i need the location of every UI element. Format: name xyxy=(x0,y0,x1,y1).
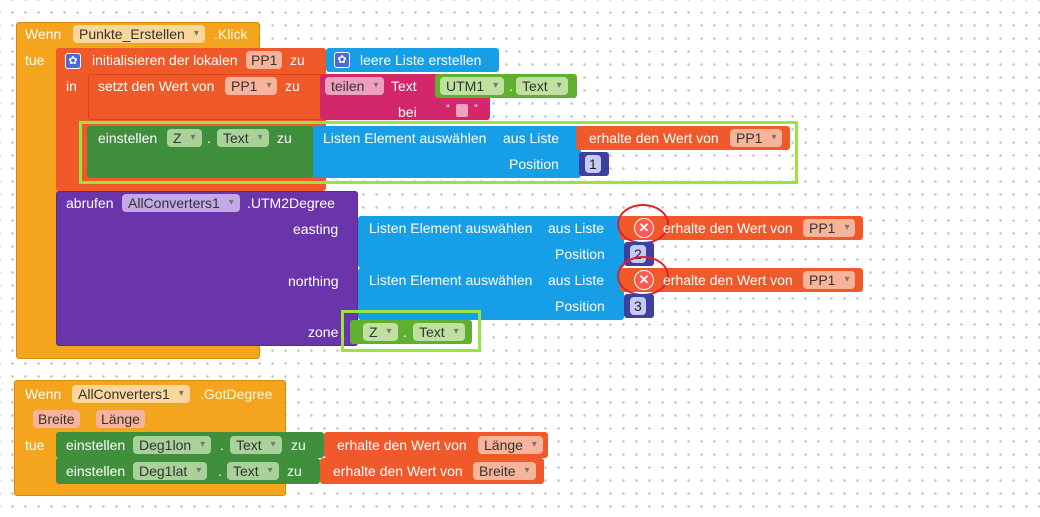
do-label: tue xyxy=(25,52,45,68)
event-name-label: .Klick xyxy=(214,26,248,42)
select-list-item-label: Listen Element auswählen xyxy=(369,220,533,236)
call-utm2degree-block[interactable] xyxy=(56,191,358,346)
param-breite[interactable]: Breite xyxy=(33,410,80,428)
call-label: abrufen xyxy=(66,195,114,211)
gear-icon[interactable]: ✿ xyxy=(65,53,81,69)
highlight-zone-z-text xyxy=(341,310,481,352)
z-component-dropdown[interactable]: Z xyxy=(167,129,202,147)
error-highlight-ring xyxy=(617,204,669,244)
get-value-label: erhalte den Wert von xyxy=(663,220,793,236)
from-list-label: aus Liste xyxy=(503,130,560,146)
from-list-label: aus Liste xyxy=(548,220,605,236)
z-dot-label: . xyxy=(207,130,211,146)
do-label: tue xyxy=(25,437,45,453)
assign-to-label: zu xyxy=(277,130,292,146)
deg1lon-dot-label: . xyxy=(220,437,224,453)
deg1lat-component-dropdown[interactable]: Deg1lat xyxy=(133,462,208,480)
highlight-set-z-text xyxy=(79,121,798,184)
init-to-label: zu xyxy=(290,52,305,68)
zone-z-component-dropdown[interactable]: Z xyxy=(363,323,398,341)
zone-z-property-dropdown[interactable]: Text xyxy=(413,323,465,341)
select-list-item-label: Listen Element auswählen xyxy=(323,130,487,146)
northing-label: northing xyxy=(288,273,339,289)
empty-string-field[interactable] xyxy=(456,104,468,117)
create-empty-list-block[interactable] xyxy=(326,48,499,72)
component-dropdown-punkte-erstellen[interactable]: Punkte_Erstellen xyxy=(73,25,205,43)
get-breite-dropdown[interactable]: Breite xyxy=(473,462,536,480)
init-local-label: initialisieren der lokalen xyxy=(92,52,238,68)
assign-to-label: zu xyxy=(287,463,302,479)
zone-dot-label: . xyxy=(403,324,407,340)
assign-label: einstellen xyxy=(98,130,158,146)
utm1-component-dropdown[interactable]: UTM1 xyxy=(440,77,505,95)
get-value-label: erhalte den Wert von xyxy=(663,272,793,288)
get-variable-dropdown[interactable]: PP1 xyxy=(803,271,856,289)
create-empty-list-label: leere Liste erstellen xyxy=(360,52,482,68)
assign-label: einstellen xyxy=(66,437,126,453)
deg1lon-component-dropdown[interactable]: Deg1lon xyxy=(133,436,212,454)
string-quote-close: ” xyxy=(474,103,478,115)
get-laenge-dropdown[interactable]: Länge xyxy=(478,436,543,454)
deg1lat-property-dropdown[interactable]: Text xyxy=(227,462,279,480)
number-field-1[interactable]: 1 xyxy=(585,155,601,173)
get-value-label: erhalte den Wert von xyxy=(333,463,463,479)
deg1lat-dot-label: . xyxy=(218,463,222,479)
utm1-dot-label: . xyxy=(509,78,513,94)
string-quote-open: “ xyxy=(446,103,450,115)
split-text-label: Text xyxy=(391,78,417,94)
when-label: Wenn xyxy=(25,386,62,402)
in-label: in xyxy=(66,78,77,94)
select-list-item-block-1[interactable] xyxy=(313,126,581,178)
utm1-property-dropdown[interactable]: Text xyxy=(516,77,568,95)
get-variable-dropdown[interactable]: PP1 xyxy=(803,219,856,237)
assign-to-label: zu xyxy=(291,437,306,453)
deg1lon-property-dropdown[interactable]: Text xyxy=(230,436,282,454)
select-list-item-block-2[interactable] xyxy=(358,216,624,268)
zone-label: zone xyxy=(308,324,339,340)
gear-icon[interactable]: ✿ xyxy=(334,52,350,68)
position-label: Position xyxy=(509,156,559,172)
when-label: Wenn xyxy=(25,26,62,42)
position-label: Position xyxy=(555,246,605,262)
event-name-label: .GotDegree xyxy=(200,386,273,402)
get-value-label: erhalte den Wert von xyxy=(589,130,719,146)
param-laenge[interactable]: Länge xyxy=(96,410,145,428)
component-dropdown-allconverters1[interactable]: AllConverters1 xyxy=(72,385,190,403)
local-variable-name[interactable]: PP1 xyxy=(246,51,283,69)
split-operation-dropdown[interactable]: teilen xyxy=(325,77,385,95)
assign-label: einstellen xyxy=(66,463,126,479)
get-variable-dropdown[interactable]: PP1 xyxy=(730,129,783,147)
set-to-label: zu xyxy=(285,78,300,94)
error-highlight-ring xyxy=(617,256,669,296)
position-label: Position xyxy=(555,298,605,314)
z-property-dropdown[interactable]: Text xyxy=(217,129,269,147)
select-list-item-label: Listen Element auswählen xyxy=(369,272,533,288)
set-variable-dropdown[interactable]: PP1 xyxy=(225,77,278,95)
call-method-label: .UTM2Degree xyxy=(247,195,335,211)
set-value-label: setzt den Wert von xyxy=(98,78,215,94)
call-component-dropdown[interactable]: AllConverters1 xyxy=(122,194,240,212)
number-field-3[interactable]: 3 xyxy=(630,297,646,315)
get-value-label: erhalte den Wert von xyxy=(337,437,467,453)
easting-label: easting xyxy=(293,221,339,237)
split-at-label: bei xyxy=(398,104,417,120)
from-list-label: aus Liste xyxy=(548,272,605,288)
